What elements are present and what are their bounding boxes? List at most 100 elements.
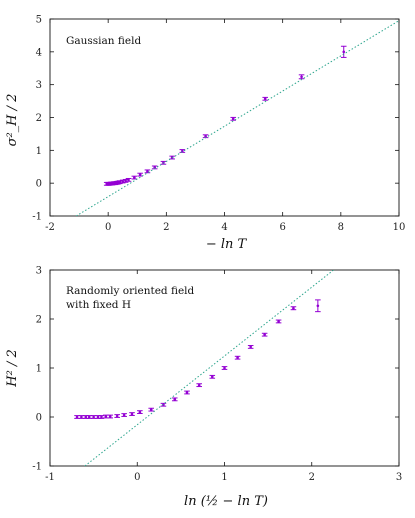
- data-point: [262, 96, 269, 101]
- point-marker: [263, 97, 267, 101]
- data-marks: [75, 20, 399, 216]
- x-tick-label: 4: [221, 222, 227, 233]
- point-marker: [231, 117, 235, 121]
- x-tick-label: 6: [279, 222, 285, 233]
- x-tick-label: 2: [163, 222, 169, 233]
- fit-line: [75, 20, 399, 216]
- data-point: [160, 402, 167, 407]
- y-tick-label: 3: [36, 266, 42, 277]
- point-marker: [204, 134, 207, 138]
- data-point: [315, 299, 321, 313]
- point-marker: [149, 408, 153, 411]
- data-point: [171, 397, 178, 402]
- point-marker: [223, 366, 226, 370]
- point-marker: [277, 320, 280, 323]
- point-marker: [138, 410, 142, 414]
- annotation-line-2: with fixed H: [66, 299, 131, 311]
- data-point: [148, 407, 155, 412]
- data-point: [144, 169, 151, 174]
- data-point: [290, 306, 297, 311]
- x-tick-label: 10: [393, 222, 406, 233]
- data-point: [298, 74, 305, 80]
- y-tick-label: 2: [36, 113, 42, 124]
- y-tick-label: 5: [36, 15, 42, 26]
- data-point: [184, 390, 190, 395]
- x-axis-label: − ln T: [206, 237, 248, 252]
- y-tick-label: -1: [32, 462, 42, 473]
- point-marker: [153, 166, 156, 169]
- data-point: [275, 319, 282, 324]
- y-tick-label: 0: [36, 413, 42, 424]
- point-marker: [342, 50, 346, 54]
- data-point: [221, 366, 228, 370]
- point-marker: [249, 345, 252, 349]
- point-marker: [236, 356, 239, 360]
- point-marker: [292, 306, 295, 310]
- data-point: [122, 178, 129, 183]
- point-marker: [92, 415, 95, 419]
- y-tick-label: 4: [36, 47, 42, 58]
- x-tick-label: 2: [309, 472, 315, 483]
- data-point: [121, 413, 127, 417]
- point-marker: [104, 415, 108, 418]
- point-marker: [100, 415, 103, 419]
- x-tick-label: -1: [45, 472, 55, 483]
- point-marker: [210, 375, 214, 379]
- point-marker: [96, 415, 100, 419]
- point-marker: [108, 415, 112, 418]
- data-point: [202, 134, 209, 139]
- data-point: [107, 414, 114, 419]
- point-marker: [127, 178, 130, 182]
- y-tick-label: -1: [32, 212, 42, 223]
- point-marker: [122, 413, 126, 417]
- axis-ticks: -2 0 2 4 6 8 10 -1 0 1 2 3 4 5: [32, 15, 405, 234]
- point-marker: [316, 304, 320, 308]
- data-point: [209, 374, 216, 379]
- y-tick-label: 1: [36, 364, 42, 375]
- point-marker: [263, 333, 266, 336]
- y-axis-label: H² / 2: [5, 349, 20, 387]
- data-point: [234, 355, 241, 360]
- y-tick-label: 3: [36, 80, 42, 91]
- data-point: [129, 412, 135, 416]
- point-marker: [87, 415, 91, 419]
- y-tick-label: 0: [36, 179, 42, 190]
- point-marker: [133, 176, 136, 179]
- data-point: [340, 45, 347, 58]
- x-tick-label: 3: [396, 472, 402, 483]
- data-point: [196, 383, 202, 388]
- x-tick-label: 1: [221, 472, 227, 483]
- x-tick-label: -2: [45, 222, 55, 233]
- point-marker: [75, 415, 79, 419]
- y-axis-label: σ²_H / 2: [5, 94, 20, 147]
- point-marker: [197, 383, 201, 387]
- point-marker: [84, 415, 88, 419]
- data-point: [137, 410, 143, 414]
- point-marker: [138, 173, 142, 176]
- data-point: [247, 345, 254, 349]
- y-tick-label: 1: [36, 146, 42, 157]
- annotation-line-1: Gaussian field: [66, 35, 141, 47]
- data-point: [125, 177, 132, 182]
- data-marks: [74, 270, 334, 466]
- x-axis-label: ln (½ − ln T): [184, 494, 268, 509]
- point-marker: [130, 412, 134, 416]
- data-point: [131, 175, 138, 180]
- point-marker: [185, 391, 189, 394]
- fit-line: [84, 270, 334, 466]
- data-point: [261, 332, 268, 337]
- point-marker: [300, 75, 303, 79]
- x-tick-label: 0: [105, 222, 111, 233]
- point-marker: [80, 415, 83, 419]
- y-tick-label: 2: [36, 315, 42, 326]
- point-marker: [115, 414, 119, 418]
- x-tick-label: 0: [134, 472, 140, 483]
- annotation-line-1: Randomly oriented field: [66, 285, 195, 297]
- point-marker: [173, 398, 177, 401]
- x-tick-label: 8: [338, 222, 344, 233]
- data-point: [114, 414, 120, 418]
- plot-frame: [49, 18, 400, 217]
- axis-ticks: -1 0 1 2 3 -1 0 1 2 3: [32, 266, 402, 484]
